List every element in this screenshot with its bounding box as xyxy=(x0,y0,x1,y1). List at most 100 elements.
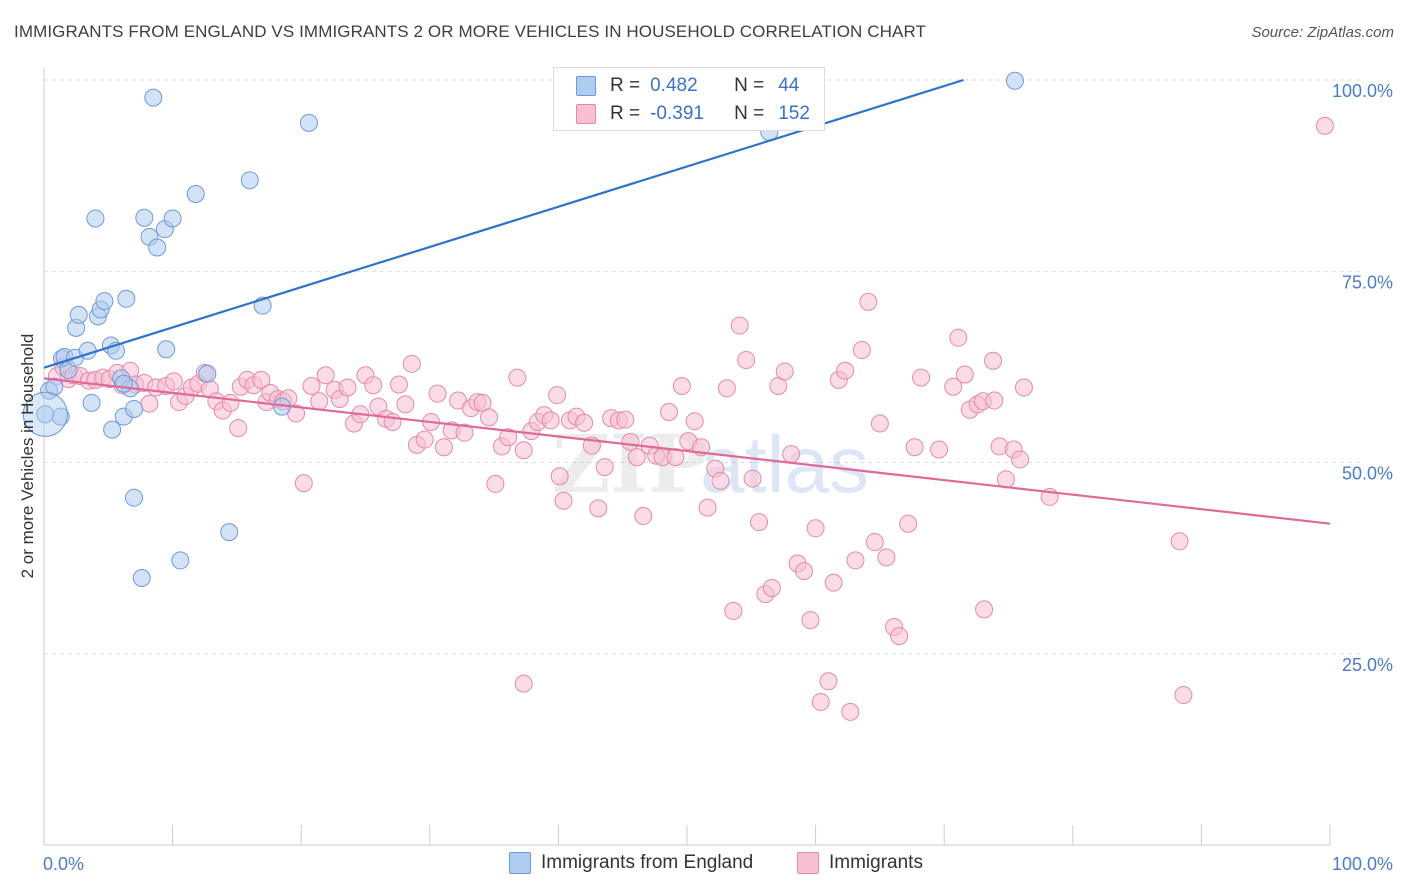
point-england xyxy=(95,292,114,311)
point-england xyxy=(36,405,55,424)
point-immigrants xyxy=(550,467,569,486)
chart-source: Source: ZipAtlas.com xyxy=(1251,24,1394,41)
point-immigrants xyxy=(455,423,474,442)
point-immigrants xyxy=(996,470,1015,489)
point-england xyxy=(171,551,190,570)
legend-n-label: N = xyxy=(734,103,765,124)
point-england xyxy=(125,488,144,507)
trend-line-immigrants xyxy=(43,377,1331,525)
point-immigrants xyxy=(316,366,335,385)
point-immigrants xyxy=(877,548,896,567)
point-england xyxy=(198,364,217,383)
point-immigrants xyxy=(415,430,434,449)
point-immigrants xyxy=(221,393,240,412)
y-axis-label: 2 or more Vehicles in Household xyxy=(18,334,37,579)
tick-labels: 25.0% 50.0% 75.0% 100.0% 0.0% 100.0% xyxy=(43,81,1393,874)
point-immigrants xyxy=(782,445,801,464)
point-immigrants xyxy=(479,408,498,427)
grid-lines xyxy=(44,79,1360,655)
point-england xyxy=(132,569,151,588)
legend-n-value: 44 xyxy=(778,75,800,96)
point-immigrants xyxy=(627,448,646,467)
point-immigrants xyxy=(865,533,884,552)
point-england xyxy=(117,289,136,308)
point-immigrants xyxy=(870,414,889,433)
point-immigrants xyxy=(252,370,271,389)
legend-row-england: R = 0.482 N = 44 xyxy=(576,73,799,99)
point-immigrants xyxy=(338,378,357,397)
y-tick-label: 50.0% xyxy=(1342,464,1393,484)
point-immigrants xyxy=(859,292,878,311)
point-immigrants xyxy=(389,375,408,394)
series-immigrants-points xyxy=(47,116,1334,721)
point-immigrants xyxy=(575,413,594,432)
point-england xyxy=(240,171,259,190)
point-immigrants xyxy=(486,474,505,493)
point-england xyxy=(1005,71,1024,90)
point-immigrants xyxy=(428,384,447,403)
bottom-legend-immigrants: Immigrants xyxy=(797,852,923,874)
bottom-legend-swatch-england xyxy=(509,852,531,874)
bottom-legend-swatch-immigrants xyxy=(797,852,819,874)
point-immigrants xyxy=(402,354,421,373)
legend-swatch-england xyxy=(576,76,596,96)
point-england xyxy=(135,208,154,227)
chart-title: IMMIGRANTS FROM ENGLAND VS IMMIGRANTS 2 … xyxy=(14,22,927,41)
point-immigrants xyxy=(685,412,704,431)
legend-r-label: R = xyxy=(610,75,641,96)
x-tick-label: 0.0% xyxy=(43,854,84,874)
bottom-legend-label-england: Immigrants from England xyxy=(541,852,754,873)
axes xyxy=(43,68,1331,846)
point-immigrants xyxy=(294,474,313,493)
point-immigrants xyxy=(499,428,518,447)
point-immigrants xyxy=(541,411,560,430)
point-immigrants xyxy=(1011,450,1030,469)
point-immigrants xyxy=(801,611,820,630)
bottom-legend-label-immigrants: Immigrants xyxy=(829,852,923,873)
point-england xyxy=(45,377,64,396)
point-immigrants xyxy=(434,438,453,457)
point-immigrants xyxy=(899,514,918,533)
point-england xyxy=(299,113,318,132)
point-england xyxy=(69,305,88,324)
point-immigrants xyxy=(1315,116,1334,135)
point-immigrants xyxy=(1174,686,1193,705)
point-immigrants xyxy=(949,328,968,347)
y-tick-label: 100.0% xyxy=(1332,81,1393,101)
point-england xyxy=(148,238,167,257)
series-england-points xyxy=(22,71,1024,588)
point-immigrants xyxy=(229,419,248,438)
point-immigrants xyxy=(302,377,321,395)
point-immigrants xyxy=(795,562,814,581)
point-immigrants xyxy=(616,410,635,429)
point-immigrants xyxy=(905,438,924,457)
point-immigrants xyxy=(824,573,843,592)
watermark: ZIP atlas xyxy=(552,417,869,511)
point-england xyxy=(186,184,205,203)
point-immigrants xyxy=(841,702,860,721)
y-tick-label: 25.0% xyxy=(1342,655,1393,675)
point-immigrants xyxy=(975,600,994,619)
point-england xyxy=(144,88,163,107)
point-immigrants xyxy=(1014,378,1033,397)
point-immigrants xyxy=(554,491,573,510)
point-immigrants xyxy=(548,386,567,405)
trend-line-england xyxy=(43,78,964,369)
point-immigrants xyxy=(912,368,931,387)
point-immigrants xyxy=(852,341,871,360)
legend-r-value: 0.482 xyxy=(650,75,698,96)
point-immigrants xyxy=(730,316,749,335)
point-immigrants xyxy=(819,672,838,691)
point-immigrants xyxy=(775,362,794,381)
point-england xyxy=(103,420,122,439)
point-immigrants xyxy=(659,403,678,422)
legend-r-label: R = xyxy=(610,103,641,124)
point-immigrants xyxy=(672,377,691,395)
point-immigrants xyxy=(846,551,865,570)
point-immigrants xyxy=(836,361,855,380)
point-immigrants xyxy=(724,601,743,620)
legend-n-label: N = xyxy=(734,75,765,96)
point-england xyxy=(82,393,101,412)
point-immigrants xyxy=(750,513,769,532)
